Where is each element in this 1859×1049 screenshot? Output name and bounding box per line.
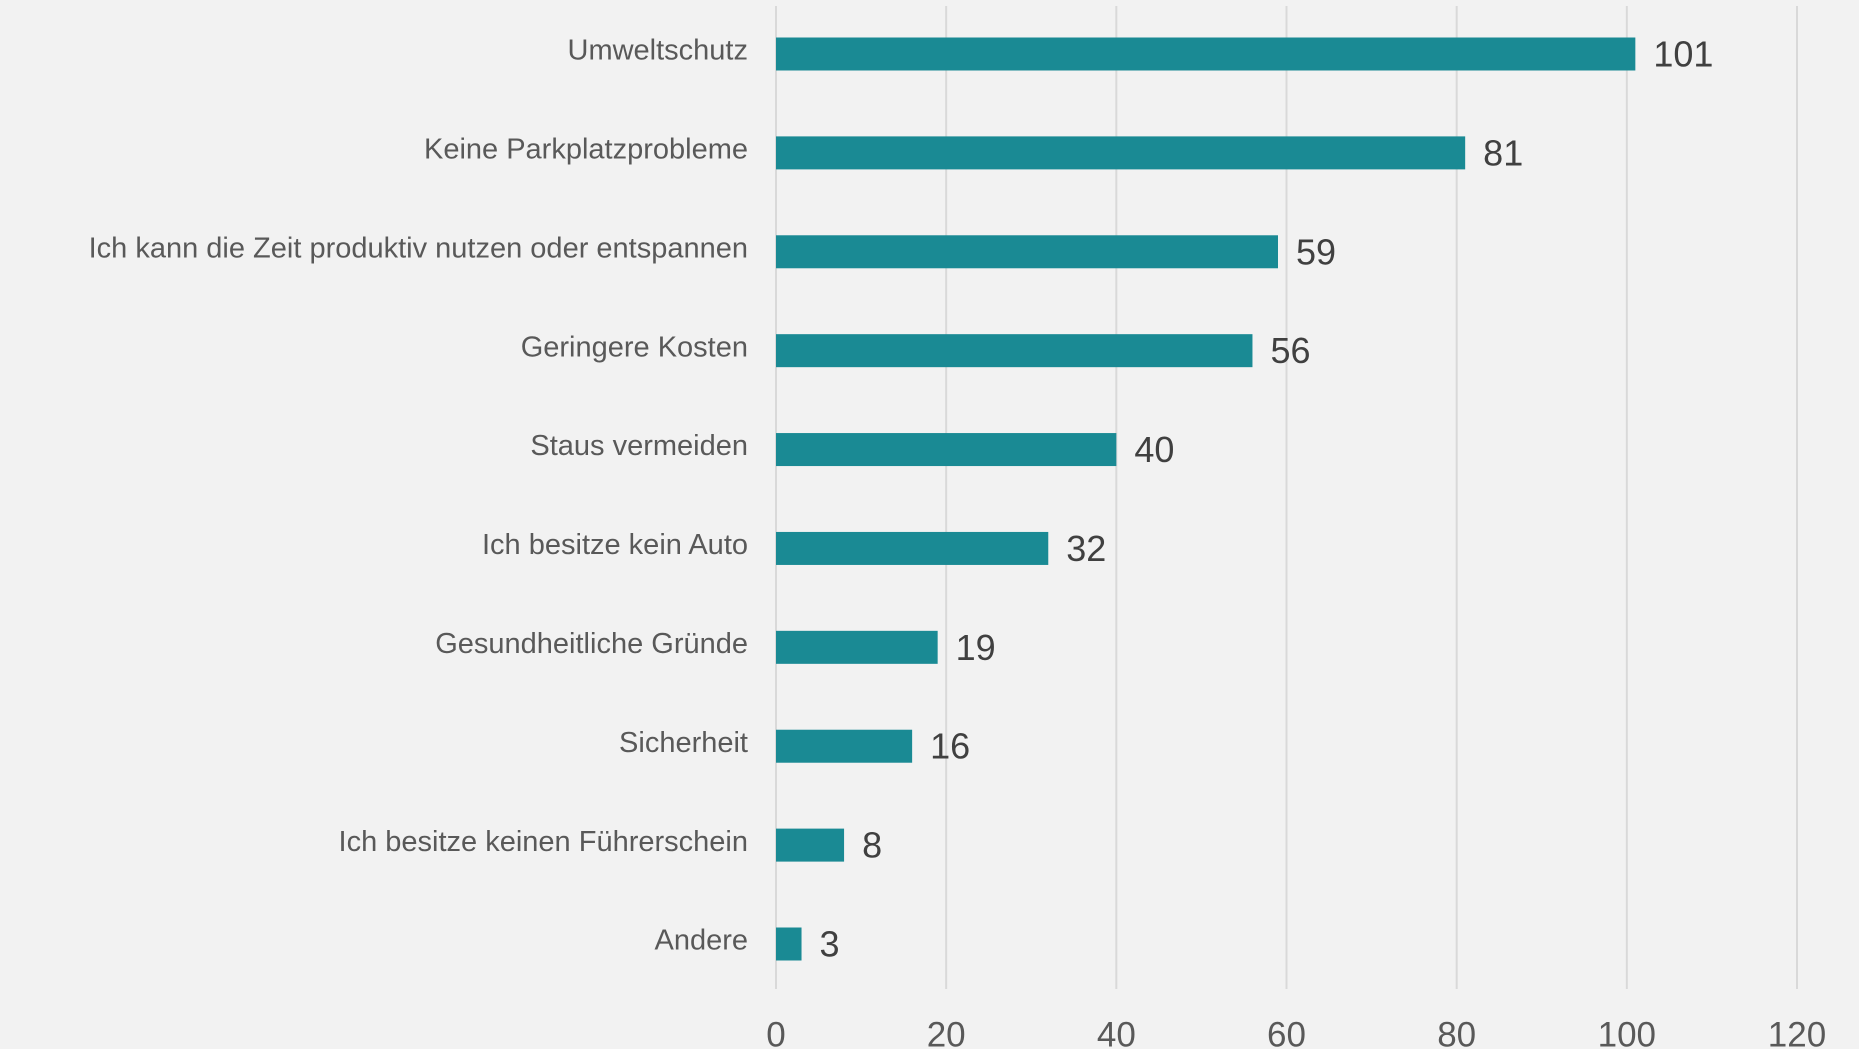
x-tick-label: 0 xyxy=(766,1015,785,1049)
data-label: 19 xyxy=(956,627,996,668)
x-tick-label: 60 xyxy=(1267,1015,1306,1049)
y-tick-label: Andere xyxy=(654,925,748,957)
x-tick-label: 80 xyxy=(1437,1015,1476,1049)
data-label: 81 xyxy=(1483,132,1523,173)
y-tick-label: Keine Parkplatzprobleme xyxy=(424,134,748,166)
bar xyxy=(776,531,1049,565)
data-label: 8 xyxy=(862,825,882,866)
data-label: 59 xyxy=(1296,231,1336,272)
data-label: 101 xyxy=(1653,34,1713,75)
data-label: 32 xyxy=(1066,528,1106,569)
x-tick-label: 120 xyxy=(1768,1015,1826,1049)
y-tick-label: Ich besitze kein Auto xyxy=(482,529,748,561)
bar xyxy=(776,334,1253,368)
bar xyxy=(776,828,845,862)
data-label: 56 xyxy=(1270,330,1310,371)
bar xyxy=(776,433,1117,467)
y-tick-label: Sicherheit xyxy=(619,727,748,759)
data-label: 40 xyxy=(1134,429,1174,470)
y-tick-label: Ich besitze keinen Führerschein xyxy=(339,826,748,858)
y-tick-label: Geringere Kosten xyxy=(521,331,748,363)
data-label: 16 xyxy=(930,726,970,767)
bar xyxy=(776,136,1466,170)
x-tick-label: 40 xyxy=(1097,1015,1136,1049)
y-tick-label: Gesundheitliche Gründe xyxy=(435,628,748,660)
bar xyxy=(776,927,802,961)
data-label: 3 xyxy=(820,924,840,965)
y-tick-label: Ich kann die Zeit produktiv nutzen oder … xyxy=(89,232,748,264)
bar xyxy=(776,37,1636,71)
y-tick-label: Umweltschutz xyxy=(568,35,749,67)
bar xyxy=(776,729,913,763)
bar xyxy=(776,235,1278,269)
y-tick-label: Staus vermeiden xyxy=(530,430,748,462)
x-tick-label: 100 xyxy=(1598,1015,1656,1049)
bar xyxy=(776,630,938,664)
x-tick-label: 20 xyxy=(927,1015,966,1049)
